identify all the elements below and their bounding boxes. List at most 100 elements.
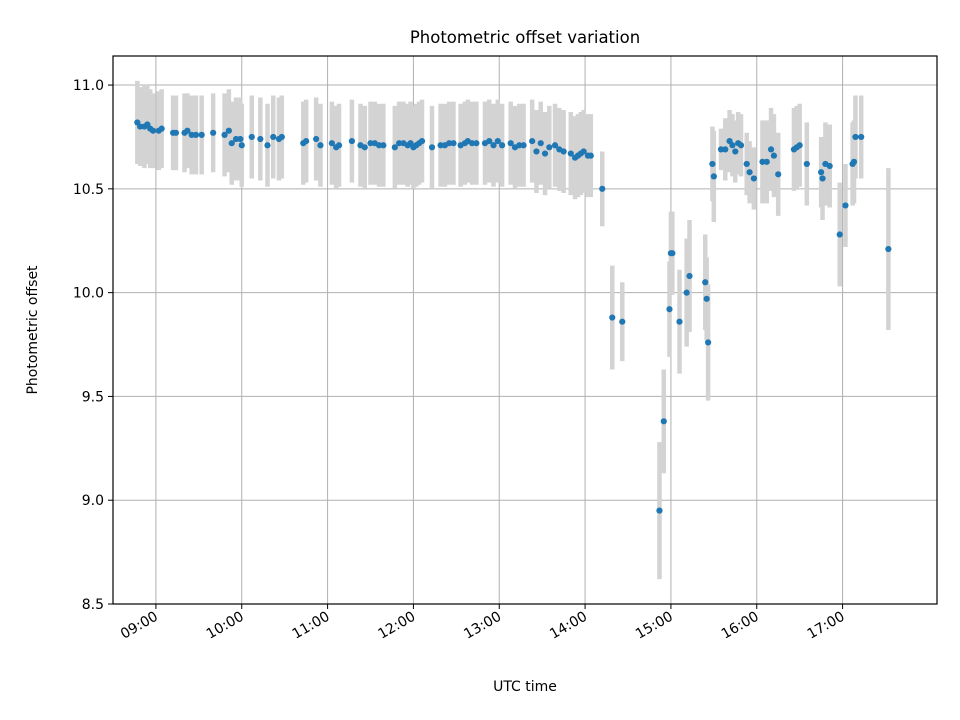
data-point bbox=[257, 135, 264, 143]
data-point bbox=[303, 138, 310, 145]
data-point bbox=[676, 318, 683, 325]
data-point bbox=[335, 142, 343, 149]
data-point bbox=[729, 142, 736, 149]
data-point bbox=[228, 140, 235, 147]
data-point bbox=[225, 127, 232, 134]
data-point bbox=[709, 160, 716, 168]
y-tick-label: 9.5 bbox=[82, 389, 104, 405]
data-point bbox=[361, 144, 368, 151]
data-point bbox=[560, 148, 567, 155]
data-point bbox=[192, 131, 200, 138]
data-point bbox=[396, 140, 403, 147]
data-point bbox=[348, 138, 356, 145]
data-point bbox=[507, 140, 514, 147]
data-point bbox=[767, 146, 775, 153]
data-point bbox=[770, 152, 778, 159]
data-point bbox=[656, 507, 663, 514]
data-point bbox=[137, 123, 144, 130]
data-point bbox=[722, 146, 729, 153]
data-point bbox=[686, 272, 693, 280]
data-point bbox=[775, 171, 782, 178]
data-point bbox=[750, 175, 757, 182]
data-point bbox=[473, 140, 480, 147]
data-point bbox=[270, 133, 277, 141]
data-point bbox=[619, 318, 626, 325]
data-points bbox=[134, 119, 892, 514]
data-point bbox=[669, 250, 676, 257]
data-point bbox=[587, 152, 594, 159]
data-point bbox=[885, 245, 892, 253]
data-point bbox=[529, 138, 536, 145]
data-point bbox=[149, 127, 157, 134]
data-point bbox=[188, 131, 195, 138]
data-point bbox=[852, 133, 859, 141]
data-point bbox=[666, 306, 673, 313]
data-point bbox=[818, 169, 825, 176]
data-point bbox=[494, 138, 501, 145]
data-point bbox=[836, 231, 843, 238]
data-point bbox=[237, 135, 244, 143]
data-point bbox=[703, 295, 710, 302]
data-point bbox=[375, 142, 383, 149]
y-tick-label: 9.0 bbox=[82, 493, 104, 509]
data-point bbox=[683, 289, 690, 296]
data-point bbox=[391, 144, 398, 151]
data-point bbox=[580, 148, 587, 155]
data-point bbox=[278, 133, 285, 141]
plot-frame bbox=[112, 55, 938, 605]
data-point bbox=[418, 138, 426, 145]
data-point bbox=[567, 150, 574, 157]
data-point bbox=[660, 418, 667, 425]
data-point bbox=[499, 142, 506, 149]
data-point bbox=[599, 185, 606, 192]
data-point bbox=[763, 158, 770, 165]
data-point bbox=[437, 142, 444, 149]
data-point bbox=[450, 140, 457, 147]
y-tick-label: 10.5 bbox=[73, 182, 104, 198]
data-point bbox=[446, 140, 453, 147]
data-point bbox=[803, 160, 810, 168]
chart-title: Photometric offset variation bbox=[410, 28, 640, 47]
data-point bbox=[850, 158, 858, 165]
data-point bbox=[238, 142, 245, 149]
data-point bbox=[732, 148, 739, 155]
data-point bbox=[313, 135, 320, 143]
y-axis-ticks: 8.5 9.0 9.5 10.0 10.5 11.0 bbox=[73, 78, 113, 613]
data-point bbox=[380, 142, 387, 149]
data-point bbox=[551, 142, 559, 149]
y-tick-label: 10.0 bbox=[73, 286, 104, 302]
y-axis-label: Photometric offset bbox=[25, 265, 41, 395]
data-point bbox=[428, 144, 436, 151]
data-point bbox=[717, 146, 725, 153]
data-point bbox=[743, 160, 750, 168]
data-point bbox=[842, 202, 849, 209]
data-point bbox=[221, 131, 228, 138]
data-point bbox=[172, 129, 180, 136]
data-point bbox=[210, 129, 217, 136]
data-point bbox=[158, 125, 165, 132]
data-point bbox=[490, 142, 497, 149]
data-point bbox=[537, 140, 544, 147]
y-tick-label: 11.0 bbox=[73, 78, 104, 94]
data-point bbox=[520, 142, 527, 149]
data-point bbox=[702, 279, 709, 286]
data-point bbox=[746, 169, 753, 176]
data-point bbox=[858, 133, 865, 141]
data-point bbox=[546, 144, 553, 151]
data-point bbox=[826, 162, 833, 170]
data-point bbox=[232, 135, 240, 143]
data-point bbox=[819, 175, 826, 182]
data-point bbox=[367, 140, 374, 147]
data-point bbox=[533, 148, 540, 155]
data-point bbox=[705, 339, 712, 346]
data-point bbox=[198, 131, 205, 138]
data-point bbox=[317, 142, 324, 149]
data-point bbox=[710, 173, 717, 180]
data-point bbox=[609, 314, 616, 321]
data-point bbox=[796, 142, 803, 149]
data-point bbox=[516, 142, 523, 149]
data-point bbox=[759, 158, 766, 165]
x-axis-label: UTC time bbox=[493, 679, 557, 695]
data-point bbox=[541, 150, 549, 157]
